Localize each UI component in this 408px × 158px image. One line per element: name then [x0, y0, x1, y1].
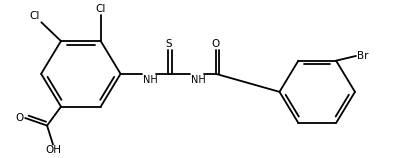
Text: Cl: Cl	[95, 4, 106, 14]
Text: NH: NH	[144, 75, 158, 85]
Text: Br: Br	[357, 51, 368, 61]
Text: O: O	[15, 113, 23, 123]
Text: S: S	[165, 39, 171, 49]
Text: NH: NH	[191, 75, 206, 85]
Text: O: O	[212, 39, 220, 49]
Text: OH: OH	[45, 146, 61, 155]
Text: Cl: Cl	[29, 11, 39, 21]
